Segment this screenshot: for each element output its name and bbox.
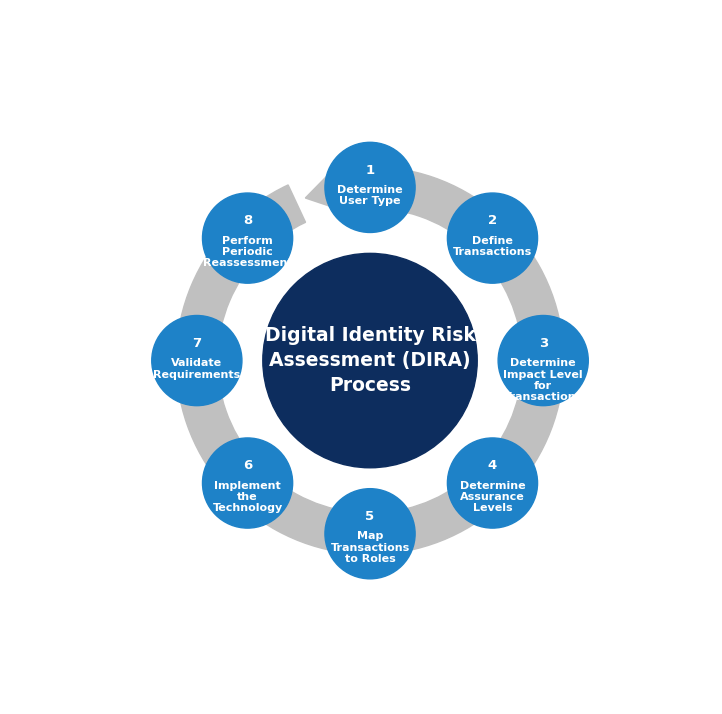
Text: Perform
Periodic
Reassessment: Perform Periodic Reassessment <box>203 236 292 268</box>
Text: 4: 4 <box>488 459 497 473</box>
Circle shape <box>498 316 588 406</box>
Circle shape <box>202 193 292 283</box>
Text: Digital Identity Risk
Assessment (DIRA)
Process: Digital Identity Risk Assessment (DIRA) … <box>264 326 476 395</box>
Circle shape <box>325 142 415 233</box>
Circle shape <box>325 488 415 579</box>
Text: 6: 6 <box>243 459 252 473</box>
Text: Validate
Requirements: Validate Requirements <box>153 358 240 380</box>
Wedge shape <box>176 167 564 554</box>
Text: Define
Transactions: Define Transactions <box>453 236 532 257</box>
Text: 5: 5 <box>365 510 375 523</box>
Polygon shape <box>305 158 359 216</box>
Text: Determine
Assurance
Levels: Determine Assurance Levels <box>460 481 526 513</box>
Text: 1: 1 <box>365 164 375 177</box>
Circle shape <box>448 438 538 528</box>
Text: Determine
User Type: Determine User Type <box>337 185 403 206</box>
Text: Map
Transactions
to Roles: Map Transactions to Roles <box>331 531 409 564</box>
Circle shape <box>448 193 538 283</box>
Text: 2: 2 <box>488 214 497 228</box>
Circle shape <box>263 253 477 468</box>
Circle shape <box>152 316 242 406</box>
Text: Implement
the
Technology: Implement the Technology <box>212 481 283 513</box>
Text: 3: 3 <box>539 337 548 350</box>
Text: 8: 8 <box>243 214 252 228</box>
Text: Determine
Impact Level
for
Transactions: Determine Impact Level for Transactions <box>503 358 583 402</box>
Circle shape <box>202 438 292 528</box>
Text: 7: 7 <box>192 337 201 350</box>
